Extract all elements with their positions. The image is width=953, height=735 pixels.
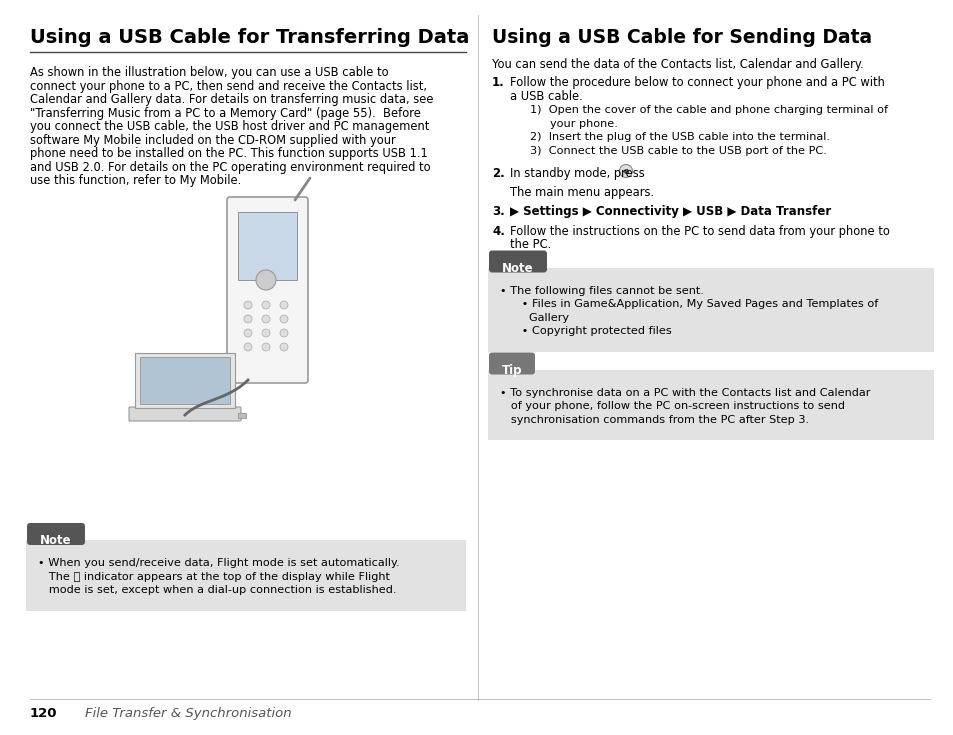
Text: • Files in Game&Application, My Saved Pages and Templates of: • Files in Game&Application, My Saved Pa… <box>499 299 878 309</box>
Text: Note: Note <box>501 262 534 274</box>
Text: .: . <box>635 167 638 180</box>
Bar <box>237 212 296 280</box>
Circle shape <box>618 165 632 177</box>
Text: use this function, refer to My Mobile.: use this function, refer to My Mobile. <box>30 174 241 187</box>
Text: Follow the procedure below to connect your phone and a PC with: Follow the procedure below to connect yo… <box>510 76 884 89</box>
Text: Calendar and Gallery data. For details on transferring music data, see: Calendar and Gallery data. For details o… <box>30 93 433 106</box>
Bar <box>488 370 933 440</box>
Circle shape <box>255 270 275 290</box>
Text: connect your phone to a PC, then send and receive the Contacts list,: connect your phone to a PC, then send an… <box>30 79 427 93</box>
Text: Tip: Tip <box>501 364 521 376</box>
Circle shape <box>262 343 270 351</box>
Text: The ⎘ indicator appears at the top of the display while Flight: The ⎘ indicator appears at the top of th… <box>38 572 390 581</box>
FancyBboxPatch shape <box>489 251 546 273</box>
FancyBboxPatch shape <box>129 407 241 421</box>
Text: phone need to be installed on the PC. This function supports USB 1.1: phone need to be installed on the PC. Th… <box>30 147 427 160</box>
Text: You can send the data of the Contacts list, Calendar and Gallery.: You can send the data of the Contacts li… <box>492 58 862 71</box>
Text: 4.: 4. <box>492 224 504 237</box>
Text: 3.: 3. <box>492 205 504 218</box>
Text: • To synchronise data on a PC with the Contacts list and Calendar: • To synchronise data on a PC with the C… <box>499 387 869 398</box>
Bar <box>488 268 933 351</box>
Circle shape <box>262 301 270 309</box>
Text: "Transferring Music from a PC to a Memory Card" (page 55).  Before: "Transferring Music from a PC to a Memor… <box>30 107 420 120</box>
Circle shape <box>244 329 252 337</box>
Text: 3)  Connect the USB cable to the USB port of the PC.: 3) Connect the USB cable to the USB port… <box>530 146 826 156</box>
Text: a USB cable.: a USB cable. <box>510 90 582 102</box>
Text: 120: 120 <box>30 707 57 720</box>
Text: 2.: 2. <box>492 167 504 180</box>
Circle shape <box>244 343 252 351</box>
Bar <box>140 357 230 404</box>
Text: Using a USB Cable for Transferring Data: Using a USB Cable for Transferring Data <box>30 28 469 47</box>
Text: • When you send/receive data, Flight mode is set automatically.: • When you send/receive data, Flight mod… <box>38 558 399 568</box>
Text: • Copyright protected files: • Copyright protected files <box>499 326 671 336</box>
FancyBboxPatch shape <box>27 523 85 545</box>
Text: Follow the instructions on the PC to send data from your phone to: Follow the instructions on the PC to sen… <box>510 224 889 237</box>
Text: • The following files cannot be sent.: • The following files cannot be sent. <box>499 285 703 295</box>
Bar <box>237 413 246 418</box>
Text: software My Mobile included on the CD-ROM supplied with your: software My Mobile included on the CD-RO… <box>30 134 395 146</box>
Circle shape <box>262 329 270 337</box>
Circle shape <box>262 315 270 323</box>
Circle shape <box>280 315 288 323</box>
Text: The main menu appears.: The main menu appears. <box>510 185 654 198</box>
Text: Using a USB Cable for Sending Data: Using a USB Cable for Sending Data <box>492 28 871 47</box>
Bar <box>135 353 234 408</box>
Text: Note: Note <box>40 534 71 547</box>
Bar <box>177 411 193 419</box>
Text: you connect the USB cable, the USB host driver and PC management: you connect the USB cable, the USB host … <box>30 120 429 133</box>
Text: File Transfer & Synchronisation: File Transfer & Synchronisation <box>85 707 292 720</box>
Text: mode is set, except when a dial-up connection is established.: mode is set, except when a dial-up conne… <box>38 585 396 595</box>
Text: the PC.: the PC. <box>510 238 551 251</box>
FancyBboxPatch shape <box>227 197 308 383</box>
Text: 1.: 1. <box>492 76 504 89</box>
FancyBboxPatch shape <box>489 353 535 375</box>
Text: and USB 2.0. For details on the PC operating environment required to: and USB 2.0. For details on the PC opera… <box>30 160 430 173</box>
Text: synchronisation commands from the PC after Step 3.: synchronisation commands from the PC aft… <box>499 415 808 425</box>
Circle shape <box>280 329 288 337</box>
Text: 1)  Open the cover of the cable and phone charging terminal of: 1) Open the cover of the cable and phone… <box>530 105 887 115</box>
Text: Gallery: Gallery <box>499 312 568 323</box>
Text: As shown in the illustration below, you can use a USB cable to: As shown in the illustration below, you … <box>30 66 388 79</box>
Bar <box>26 540 465 611</box>
Circle shape <box>280 343 288 351</box>
Circle shape <box>244 301 252 309</box>
Text: your phone.: your phone. <box>550 118 618 129</box>
Text: of your phone, follow the PC on-screen instructions to send: of your phone, follow the PC on-screen i… <box>499 401 844 411</box>
Circle shape <box>244 315 252 323</box>
Circle shape <box>280 301 288 309</box>
Text: ▶ Settings ▶ Connectivity ▶ USB ▶ Data Transfer: ▶ Settings ▶ Connectivity ▶ USB ▶ Data T… <box>510 205 830 218</box>
Text: 2)  Insert the plug of the USB cable into the terminal.: 2) Insert the plug of the USB cable into… <box>530 132 829 142</box>
Text: In standby mode, press: In standby mode, press <box>510 167 644 180</box>
